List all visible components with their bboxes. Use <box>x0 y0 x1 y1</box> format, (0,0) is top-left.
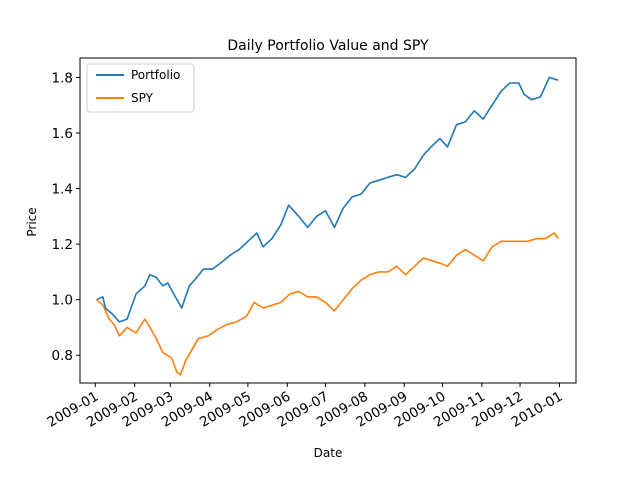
y-tick-label: 1.0 <box>52 293 73 309</box>
y-tick-label: 1.2 <box>52 237 73 253</box>
y-axis: 0.8 1.0 1.2 1.4 1.6 1.8 <box>52 70 80 364</box>
x-axis-label: Date <box>314 446 343 460</box>
legend: Portfolio SPY <box>86 63 195 113</box>
chart-title: Daily Portfolio Value and SPY <box>227 38 429 54</box>
axes-frame <box>79 57 577 384</box>
y-axis-label: Price <box>25 207 39 236</box>
series-line-portfolio <box>96 76 559 323</box>
series-line-spy <box>95 232 559 376</box>
legend-label-portfolio: Portfolio <box>131 68 180 82</box>
plot-area <box>95 76 559 376</box>
y-tick-label: 1.4 <box>52 182 73 198</box>
y-tick-label: 1.6 <box>52 126 73 142</box>
y-tick-label: 0.8 <box>52 348 73 364</box>
y-tick-label: 1.8 <box>52 70 73 86</box>
legend-label-spy: SPY <box>131 91 154 105</box>
